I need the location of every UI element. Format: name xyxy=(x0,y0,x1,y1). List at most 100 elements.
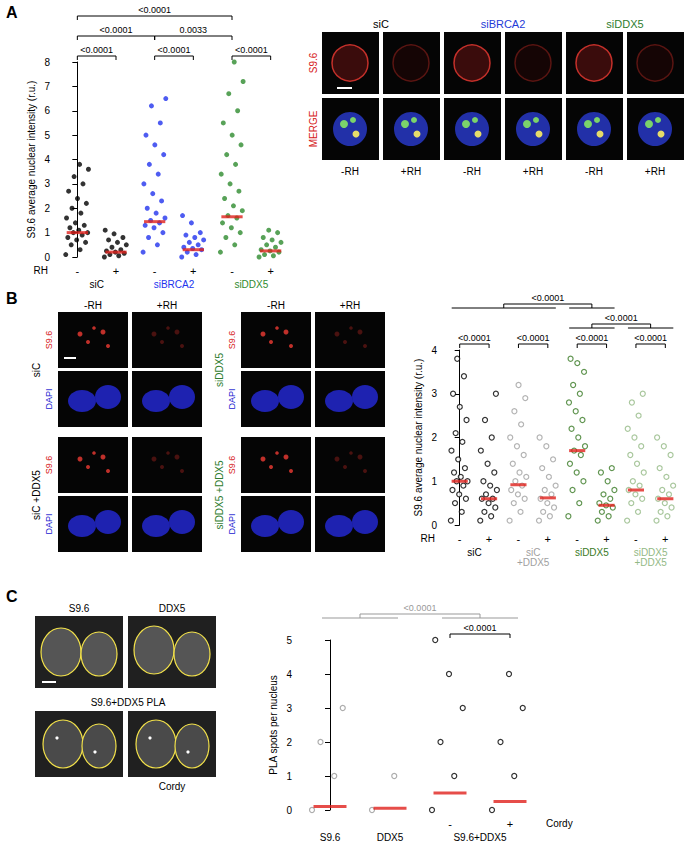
svg-text:-: - xyxy=(575,533,579,545)
svg-text:-RH: -RH xyxy=(463,166,481,177)
svg-text:0: 0 xyxy=(431,520,437,531)
svg-text:Cordy: Cordy xyxy=(546,818,573,829)
svg-text:S9.6: S9.6 xyxy=(320,832,341,843)
svg-text:DAPI: DAPI xyxy=(44,513,54,534)
svg-text:siC: siC xyxy=(89,279,103,290)
svg-text:siC: siC xyxy=(467,547,481,558)
svg-text:S9.6 average nuclear intensity: S9.6 average nuclear intensity (r.u.) xyxy=(26,81,37,239)
svg-text:7: 7 xyxy=(44,81,50,92)
svg-text:siC +DDX5: siC +DDX5 xyxy=(31,470,42,520)
svg-text:4: 4 xyxy=(286,669,292,680)
svg-text:<0.0001: <0.0001 xyxy=(458,333,491,343)
svg-text:RH: RH xyxy=(34,265,48,276)
svg-text:+: + xyxy=(545,533,551,545)
svg-text:siDDX5: siDDX5 xyxy=(606,18,643,30)
svg-text:S9.6: S9.6 xyxy=(44,331,54,350)
svg-text:siC: siC xyxy=(373,18,389,30)
svg-text:2: 2 xyxy=(44,203,50,214)
svg-text:siDDX5: siDDX5 xyxy=(214,353,225,387)
svg-text:+: + xyxy=(507,818,513,830)
svg-text:+RH: +RH xyxy=(157,300,177,311)
svg-text:S9.6 average nuclear intensity: S9.6 average nuclear intensity (r.u.) xyxy=(413,359,424,517)
svg-text:DDX5: DDX5 xyxy=(159,603,186,614)
svg-text:+: + xyxy=(267,265,273,277)
svg-text:+: + xyxy=(486,533,492,545)
svg-text:2: 2 xyxy=(431,432,437,443)
svg-text:S9.6: S9.6 xyxy=(69,603,90,614)
svg-text:-RH: -RH xyxy=(341,166,359,177)
svg-text:3: 3 xyxy=(431,388,437,399)
svg-text:5: 5 xyxy=(286,635,292,646)
svg-text:0.0033: 0.0033 xyxy=(180,25,208,35)
svg-text:<0.0001: <0.0001 xyxy=(517,333,550,343)
svg-text:PLA spots per nucleus: PLA spots per nucleus xyxy=(268,675,279,775)
svg-text:+RH: +RH xyxy=(340,300,360,311)
svg-text:1: 1 xyxy=(44,227,50,238)
svg-text:4: 4 xyxy=(431,345,437,356)
svg-text:0: 0 xyxy=(44,252,50,263)
svg-text:S9.6+DDX5 PLA: S9.6+DDX5 PLA xyxy=(91,697,166,708)
svg-text:3: 3 xyxy=(286,703,292,714)
svg-text:-: - xyxy=(458,533,462,545)
svg-text:2: 2 xyxy=(286,737,292,748)
svg-text:S9.6: S9.6 xyxy=(44,456,54,475)
svg-text:DDX5: DDX5 xyxy=(377,832,404,843)
svg-text:+: + xyxy=(603,533,609,545)
svg-text:<0.0001: <0.0001 xyxy=(235,45,268,55)
svg-text:-RH: -RH xyxy=(585,166,603,177)
svg-text:B: B xyxy=(6,290,18,307)
svg-text:-: - xyxy=(448,818,452,830)
svg-text:<0.0001: <0.0001 xyxy=(634,333,667,343)
svg-text:-: - xyxy=(230,265,234,277)
svg-text:-: - xyxy=(153,265,157,277)
svg-text:<0.0001: <0.0001 xyxy=(531,293,564,303)
svg-text:-RH: -RH xyxy=(267,300,285,311)
svg-text:6: 6 xyxy=(44,105,50,116)
svg-text:+: + xyxy=(662,533,668,545)
svg-text:siC: siC xyxy=(31,363,42,377)
svg-text:-: - xyxy=(634,533,638,545)
svg-text:DAPI: DAPI xyxy=(44,388,54,409)
svg-text:-: - xyxy=(517,533,521,545)
svg-text:S9.6: S9.6 xyxy=(227,456,237,475)
svg-text:Cordy: Cordy xyxy=(159,781,186,792)
svg-text:siDDX5: siDDX5 xyxy=(575,547,609,558)
svg-text:siDDX5: siDDX5 xyxy=(234,279,268,290)
svg-text:4: 4 xyxy=(44,154,50,165)
svg-text:DAPI: DAPI xyxy=(227,513,237,534)
svg-text:siDDX5 +DDX5: siDDX5 +DDX5 xyxy=(214,460,225,530)
svg-text:+RH: +RH xyxy=(523,166,543,177)
svg-text:+RH: +RH xyxy=(645,166,665,177)
svg-text:<0.0001: <0.0001 xyxy=(575,333,608,343)
svg-text:MERGE: MERGE xyxy=(308,110,319,147)
svg-text:<0.0001: <0.0001 xyxy=(80,45,113,55)
svg-text:RH: RH xyxy=(421,533,435,544)
svg-text:+DDX5: +DDX5 xyxy=(634,557,667,568)
svg-text:S9.6: S9.6 xyxy=(308,52,319,73)
svg-text:-: - xyxy=(75,265,79,277)
svg-text:S9.6: S9.6 xyxy=(227,331,237,350)
svg-text:<0.0001: <0.0001 xyxy=(100,25,133,35)
svg-text:+: + xyxy=(190,265,196,277)
svg-text:3: 3 xyxy=(44,178,50,189)
svg-text:<0.0001: <0.0001 xyxy=(158,45,191,55)
svg-text:A: A xyxy=(6,4,18,21)
svg-text:C: C xyxy=(6,588,18,605)
svg-text:<0.0001: <0.0001 xyxy=(464,623,497,633)
svg-text:5: 5 xyxy=(44,130,50,141)
svg-text:0: 0 xyxy=(286,805,292,816)
svg-text:+RH: +RH xyxy=(401,166,421,177)
svg-text:<0.0001: <0.0001 xyxy=(138,5,171,15)
svg-text:DAPI: DAPI xyxy=(227,388,237,409)
svg-text:<0.0001: <0.0001 xyxy=(605,313,638,323)
svg-text:8: 8 xyxy=(44,57,50,68)
svg-text:1: 1 xyxy=(286,771,292,782)
svg-text:1: 1 xyxy=(431,476,437,487)
svg-text:+: + xyxy=(113,265,119,277)
svg-text:<0.0001: <0.0001 xyxy=(404,603,437,613)
svg-text:-RH: -RH xyxy=(84,300,102,311)
svg-text:S9.6+DDX5: S9.6+DDX5 xyxy=(453,832,507,843)
svg-text:siBRCA2: siBRCA2 xyxy=(481,18,526,30)
svg-text:siBRCA2: siBRCA2 xyxy=(154,279,195,290)
svg-text:+DDX5: +DDX5 xyxy=(517,557,550,568)
